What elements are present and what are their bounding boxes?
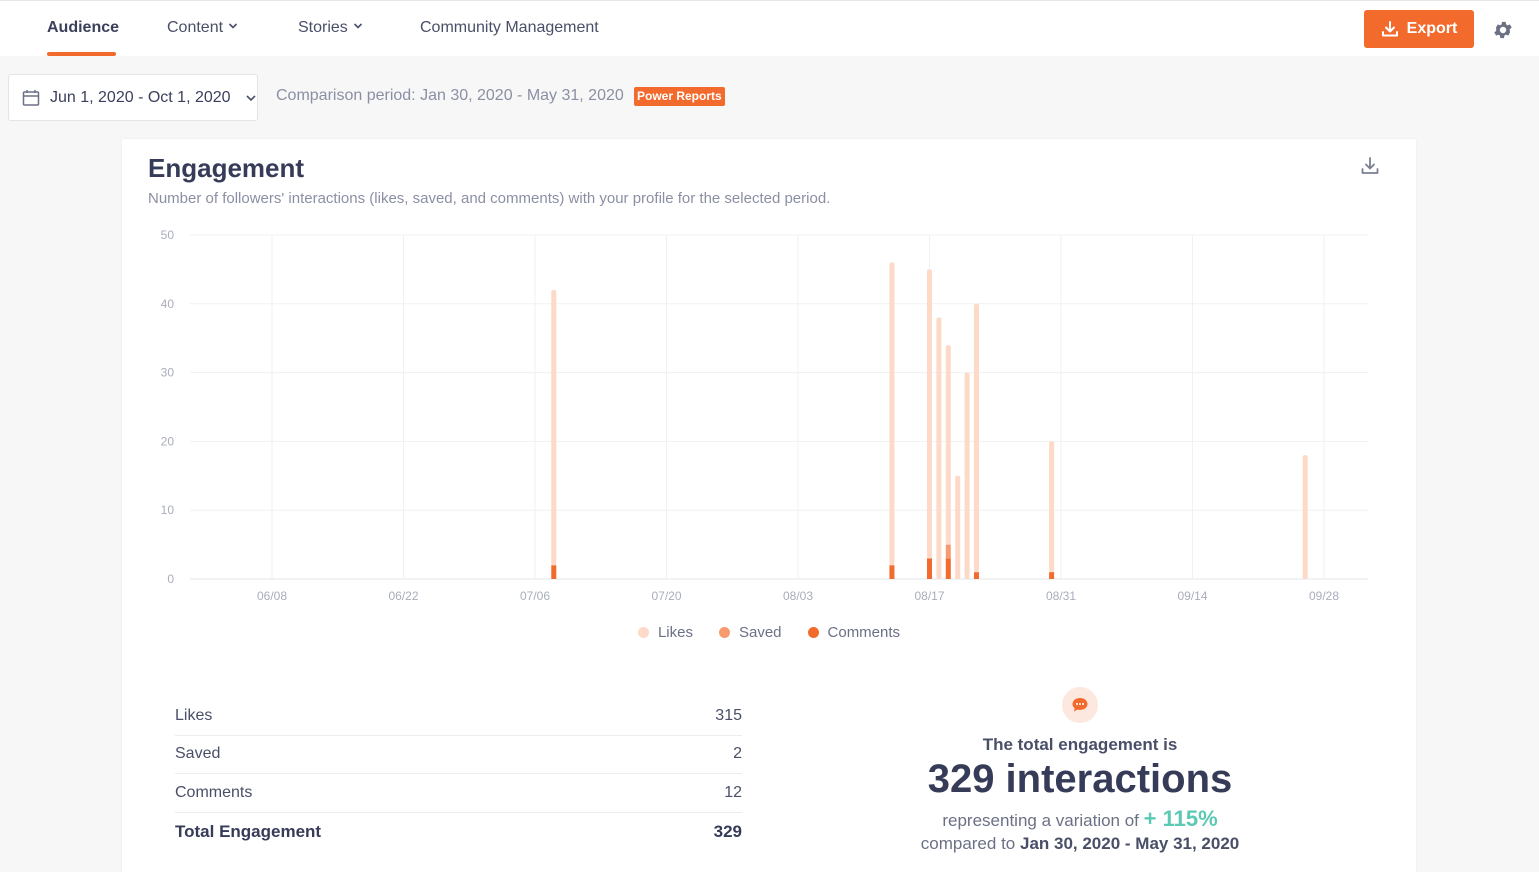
summary-label: Comments — [175, 783, 253, 801]
chat-bubble-icon — [1062, 687, 1098, 723]
bar-likes — [1049, 441, 1055, 573]
bar-comments — [1049, 572, 1055, 579]
summary-label: Saved — [175, 745, 221, 763]
summary-value: 2 — [733, 745, 742, 763]
legend-item-comments[interactable]: Comments — [807, 624, 901, 641]
export-button-label: Export — [1406, 20, 1458, 37]
card-title: Engagement — [148, 153, 305, 183]
legend-label-saved: Saved — [738, 624, 782, 641]
power-reports-badge: Power Reports — [634, 87, 725, 106]
legend-item-likes[interactable]: Likes — [637, 624, 693, 641]
bar-likes — [927, 269, 932, 559]
tab-audience[interactable]: Audience — [47, 19, 119, 37]
x-tick-label: 07/06 — [520, 589, 550, 603]
engagement-card: Engagement Number of followers' interact… — [122, 139, 1416, 872]
bar-comments — [927, 558, 932, 579]
y-tick-label: 30 — [161, 366, 175, 380]
compared-period: Jan 30, 2020 - May 31, 2020 — [1019, 834, 1240, 853]
variation-line: representing a variation of + 115% — [822, 806, 1338, 832]
download-icon[interactable] — [1360, 156, 1380, 176]
x-tick-label: 09/14 — [1177, 589, 1207, 603]
bar-likes — [973, 303, 979, 573]
total-lead-text: The total engagement is — [982, 735, 1178, 754]
summary-row-total: Total Engagement 329 — [175, 813, 742, 852]
x-tick-label: 09/28 — [1309, 589, 1339, 603]
bar-likes — [889, 262, 895, 566]
summary-value: 12 — [724, 783, 742, 801]
y-tick-label: 40 — [161, 297, 175, 311]
engagement-chart: 0 10 20 30 40 50 06/08 06/22 07/06 07/20 08/03 08/1… — [161, 228, 1368, 603]
chevron-down-icon — [353, 23, 362, 29]
total-interactions: 329 interactions — [927, 757, 1233, 801]
chevron-down-icon — [245, 94, 256, 101]
legend-item-saved[interactable]: Saved — [718, 624, 782, 641]
bar-likes — [1302, 455, 1308, 579]
top-navigation: Audience Content Stories Community Manag… — [0, 0, 1539, 56]
tab-audience-label: Audience — [47, 19, 120, 36]
y-tick-label: 0 — [167, 572, 174, 586]
summary-row-saved: Saved 2 — [175, 736, 742, 774]
export-button[interactable]: Export — [1364, 10, 1474, 48]
bar-likes — [964, 372, 970, 579]
comparison-period: Comparison period: Jan 30, 2020 - May 31… — [276, 87, 624, 104]
tab-content[interactable]: Content — [167, 19, 238, 37]
tab-community-management[interactable]: Community Management — [420, 19, 599, 37]
summary-value: 315 — [715, 706, 742, 724]
calendar-icon — [22, 89, 40, 106]
x-tick-label: 08/17 — [914, 589, 944, 603]
bar-comments — [973, 572, 979, 579]
compared-line: compared to Jan 30, 2020 - May 31, 2020 — [822, 834, 1338, 854]
summary-row-likes: Likes 315 — [175, 697, 742, 736]
date-range-value: Jun 1, 2020 - Oct 1, 2020 — [50, 88, 231, 106]
date-range-picker[interactable]: Jun 1, 2020 - Oct 1, 2020 — [8, 74, 258, 121]
bar-saved — [945, 544, 951, 559]
x-tick-label: 06/08 — [257, 589, 287, 603]
tab-content-label: Content — [167, 19, 224, 36]
legend-dot-saved — [718, 627, 730, 638]
x-tick-label: 06/22 — [388, 589, 418, 603]
total-engagement-highlight: The total engagement is 329 interactions… — [822, 687, 1338, 854]
bar-likes — [551, 290, 557, 566]
gear-icon[interactable] — [1492, 19, 1514, 41]
variation-percent: + 115% — [1143, 806, 1218, 831]
x-tick-label: 08/03 — [783, 589, 813, 603]
legend-label-likes: Likes — [657, 624, 693, 641]
chart-legend: Likes Saved Comments — [122, 624, 1416, 641]
bar-likes — [945, 345, 951, 545]
x-tick-label: 08/31 — [1046, 589, 1076, 603]
x-tick-label: 07/20 — [651, 589, 681, 603]
tab-stories[interactable]: Stories — [298, 19, 363, 37]
variation-prefix: representing a variation of — [942, 811, 1139, 830]
summary-label: Likes — [175, 706, 213, 724]
tab-community-management-label: Community Management — [420, 19, 599, 36]
y-tick-label: 50 — [161, 228, 175, 242]
active-tab-indicator — [47, 52, 116, 56]
summary-row-comments: Comments 12 — [175, 774, 742, 813]
summary-label: Total Engagement — [175, 821, 322, 841]
legend-dot-likes — [637, 627, 649, 638]
bar-likes — [955, 475, 961, 579]
card-subtitle: Number of followers' interactions (likes… — [148, 190, 831, 207]
chevron-down-icon — [228, 23, 238, 29]
y-tick-label: 10 — [161, 503, 175, 517]
bar-comments — [945, 558, 951, 579]
legend-dot-comments — [807, 627, 819, 638]
tab-stories-label: Stories — [298, 19, 348, 36]
legend-label-comments: Comments — [827, 624, 901, 641]
bar-likes — [936, 317, 942, 579]
y-tick-label: 20 — [161, 434, 175, 448]
bar-comments — [551, 565, 557, 579]
summary-value: 329 — [713, 821, 742, 841]
compared-prefix: compared to — [920, 834, 1016, 853]
download-icon — [1381, 21, 1398, 37]
engagement-summary-table: Likes 315 Saved 2 Comments 12 Total Enga… — [175, 697, 742, 851]
bar-comments — [889, 565, 895, 579]
